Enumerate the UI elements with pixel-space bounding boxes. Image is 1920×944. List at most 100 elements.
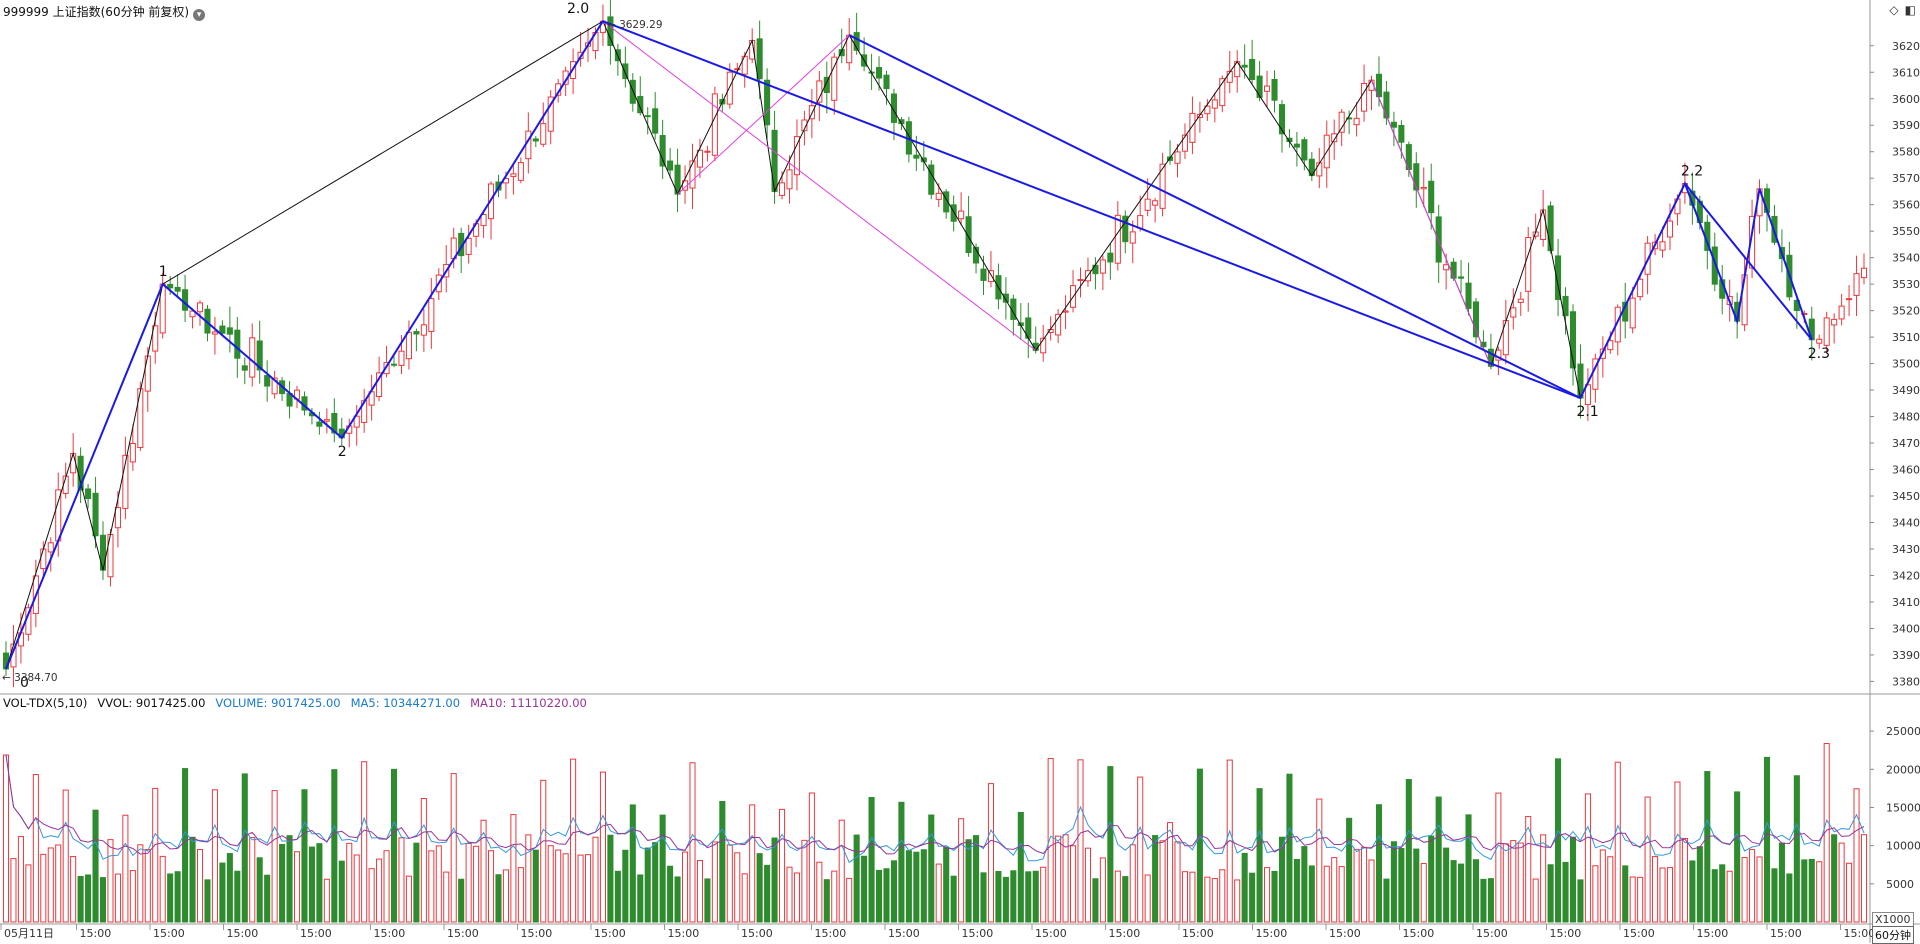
volume-bar: [420, 797, 427, 923]
candle-body: [1637, 278, 1644, 298]
candle-body: [1569, 311, 1577, 369]
wave-main-line-secondary[interactable]: [1684, 182, 1813, 341]
volume-bar: [1092, 878, 1099, 923]
candle-body: [973, 246, 980, 264]
x-axis-label: 15:00: [1623, 927, 1655, 940]
volume-bar: [189, 836, 196, 923]
candle-body: [644, 115, 651, 118]
diamond-icon[interactable]: ◇: [1889, 3, 1899, 17]
volume-bar: [107, 839, 114, 923]
candle-body: [226, 327, 233, 335]
volume-bar: [17, 836, 24, 923]
candle-body: [622, 63, 629, 80]
volume-bar: [1786, 873, 1793, 923]
candle-body: [816, 80, 823, 103]
volume-bar: [1458, 863, 1465, 923]
candle-body: [1607, 340, 1614, 351]
price-tick-label: 3520: [1892, 305, 1920, 318]
x-axis-label: 05月11日: [4, 927, 54, 940]
candle-body: [398, 350, 405, 366]
volume-bar: [622, 849, 629, 923]
volume-bar: [540, 779, 547, 923]
volume-bar: [1666, 867, 1674, 923]
candle-body: [711, 93, 718, 156]
trend-line[interactable]: [848, 34, 1581, 399]
candle-body: [271, 377, 278, 395]
candle-body: [1562, 295, 1569, 317]
volume-bar: [1592, 865, 1599, 923]
volume-bar: [85, 874, 92, 923]
x-axis-label: 15:00: [1550, 927, 1582, 940]
volume-bar: [241, 773, 248, 923]
candle-body: [1420, 186, 1427, 190]
candle-body: [958, 210, 965, 220]
candle-body: [764, 79, 771, 126]
candle-body: [219, 325, 226, 334]
volume-bar: [1599, 849, 1606, 923]
channel-line[interactable]: [1371, 80, 1492, 367]
volume-bar: [1614, 761, 1621, 923]
volume-bar: [368, 868, 375, 923]
wave-main-line[interactable]: [5, 19, 1813, 670]
volume-bar: [637, 874, 644, 923]
candle-body: [1189, 112, 1196, 143]
wave-label: 2.2: [1681, 164, 1703, 180]
volume-bar: [1032, 870, 1039, 923]
candle-body: [913, 154, 920, 159]
volume-bar: [286, 835, 293, 923]
volume-bar: [398, 837, 405, 923]
candle-body: [1002, 293, 1009, 303]
candle-body: [980, 268, 987, 281]
volume-bar: [1428, 835, 1435, 923]
volume-bar: [114, 873, 121, 923]
volume-bar: [1562, 861, 1569, 923]
candle-body: [1831, 318, 1838, 326]
volume-bar: [1741, 857, 1748, 923]
volume-bar: [1644, 796, 1651, 923]
volume-bar: [1652, 856, 1659, 923]
panel-toggle-icon[interactable]: ◧: [1904, 3, 1916, 17]
volume-bar: [1301, 846, 1308, 923]
volume-bar: [1838, 842, 1845, 923]
candle-body: [1174, 151, 1181, 164]
channel-line[interactable]: [602, 20, 1037, 351]
candle-body: [525, 130, 532, 160]
volume-bar: [741, 873, 748, 923]
candle-body: [1152, 200, 1159, 206]
candle-body: [943, 191, 950, 213]
channel-line[interactable]: [677, 34, 850, 195]
x-axis-label: 15:00: [1256, 927, 1288, 940]
candle-body: [1204, 105, 1211, 115]
x-axis-label: 15:00: [1476, 927, 1508, 940]
volume-indicator-name[interactable]: VOL-TDX(5,10): [3, 696, 88, 710]
volume-bar: [674, 876, 681, 923]
x-axis-label: 15:00: [815, 927, 847, 940]
volume-bar: [1040, 866, 1047, 923]
volume-bar: [55, 844, 62, 923]
volume-bar: [331, 769, 338, 923]
volume-bar: [995, 871, 1002, 923]
volume-bar: [905, 850, 912, 923]
chevron-down-icon[interactable]: ▾: [193, 9, 206, 21]
candle-body: [1465, 282, 1472, 309]
volume-bar: [928, 814, 935, 923]
candle-body: [696, 149, 703, 168]
candle-body: [652, 108, 659, 134]
candle-body: [1823, 317, 1830, 346]
candle-body: [1219, 78, 1226, 107]
candle-body: [1458, 276, 1465, 279]
volume-bar: [1234, 879, 1241, 923]
candle-body: [323, 419, 330, 422]
candle-body: [1107, 252, 1114, 263]
price-tick-label: 3540: [1892, 252, 1920, 265]
volume-legend: VOL-TDX(5,10) VVOL: 9017425.00 VOLUME: 901…: [3, 696, 597, 710]
candle-body: [704, 150, 711, 153]
candle-body: [1353, 117, 1360, 126]
volume-bar: [838, 819, 845, 923]
volume-bar: [92, 809, 99, 923]
candle-body: [1383, 91, 1390, 119]
volume-bar: [1383, 878, 1390, 923]
period-tag[interactable]: 60分钟: [1872, 926, 1914, 944]
candle-body: [1853, 273, 1860, 296]
